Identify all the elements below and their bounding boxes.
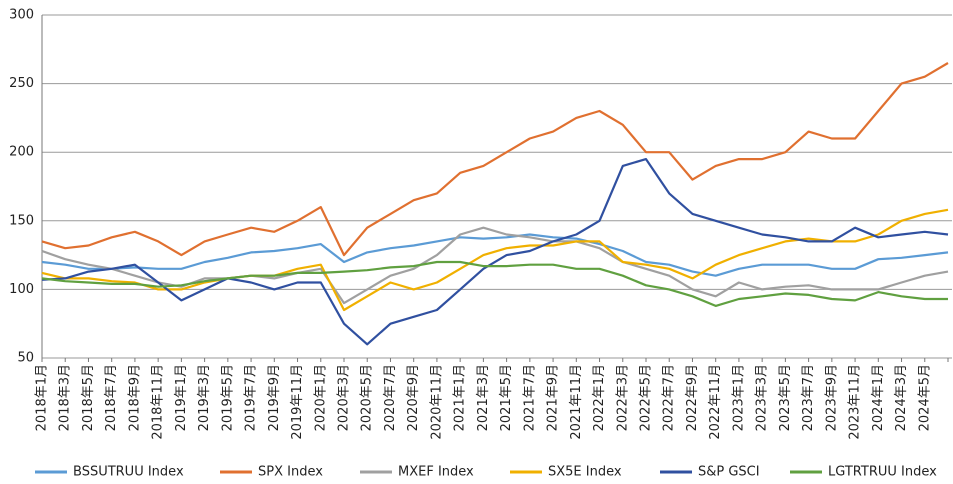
- legend-label: MXEF Index: [398, 465, 474, 480]
- x-tick-label: 2019年9月: [267, 364, 282, 431]
- y-tick-label: 150: [9, 213, 34, 228]
- y-tick-label: 200: [9, 145, 34, 160]
- x-tick-label: 2023年11月: [848, 364, 863, 440]
- x-tick-label: 2018年11月: [151, 364, 166, 440]
- series-line: [41, 158, 949, 346]
- x-tick-label: 2022年7月: [662, 364, 677, 431]
- x-tick-label: 2022年9月: [685, 364, 700, 431]
- x-tick-label: 2021年3月: [476, 364, 491, 431]
- series-line: [41, 260, 948, 307]
- x-tick-label: 2021年7月: [522, 364, 537, 431]
- x-tick-label: 2018年5月: [81, 364, 96, 431]
- y-tick-label: 50: [17, 351, 34, 366]
- x-tick-label: 2018年1月: [35, 364, 50, 431]
- x-tick-label: 2024年1月: [871, 364, 886, 431]
- x-tick-label: 2021年5月: [499, 364, 514, 431]
- x-tick-label: 2018年3月: [58, 364, 73, 431]
- x-tick-label: 2021年1月: [453, 364, 468, 431]
- x-tick-label: 2022年5月: [639, 364, 654, 431]
- x-tick-label: 2020年3月: [337, 364, 352, 431]
- x-tick-label: 2020年9月: [406, 364, 421, 431]
- x-tick-label: 2022年3月: [615, 364, 630, 431]
- x-tick-label: 2018年7月: [104, 364, 119, 431]
- x-tick-label: 2019年5月: [220, 364, 235, 431]
- x-tick-label: 2018年9月: [127, 364, 142, 431]
- series-line: [41, 62, 949, 257]
- x-tick-label: 2019年7月: [244, 364, 259, 431]
- x-tick-label: 2020年5月: [360, 364, 375, 431]
- y-tick-label: 250: [9, 76, 34, 91]
- x-tick-label: 2020年7月: [383, 364, 398, 431]
- x-tick-label: 2024年5月: [917, 364, 932, 431]
- legend-label: SX5E Index: [548, 465, 622, 480]
- x-tick-label: 2023年9月: [824, 364, 839, 431]
- legend-label: LGTRTRUU Index: [828, 465, 937, 480]
- series-line: [41, 233, 949, 277]
- x-tick-label: 2023年1月: [731, 364, 746, 431]
- x-tick-label: 2022年1月: [592, 364, 607, 431]
- legend-label: BSSUTRUU Index: [73, 465, 184, 480]
- legend-label: S&P GSCI: [698, 465, 760, 480]
- x-tick-label: 2020年11月: [429, 364, 444, 440]
- legend-label: SPX Index: [258, 465, 323, 480]
- x-tick-label: 2021年11月: [569, 364, 584, 440]
- x-tick-label: 2019年1月: [174, 364, 189, 431]
- x-tick-label: 2022年11月: [708, 364, 723, 440]
- x-tick-label: 2024年3月: [894, 364, 909, 431]
- x-tick-label: 2019年11月: [290, 364, 305, 440]
- x-tick-label: 2021年9月: [546, 364, 561, 431]
- y-tick-label: 300: [9, 8, 34, 23]
- x-tick-label: 2023年5月: [778, 364, 793, 431]
- x-tick-label: 2023年3月: [755, 364, 770, 431]
- x-tick-label: 2023年7月: [801, 364, 816, 431]
- x-tick-label: 2020年1月: [313, 364, 328, 431]
- y-tick-label: 100: [9, 282, 34, 297]
- x-tick-label: 2019年3月: [197, 364, 212, 431]
